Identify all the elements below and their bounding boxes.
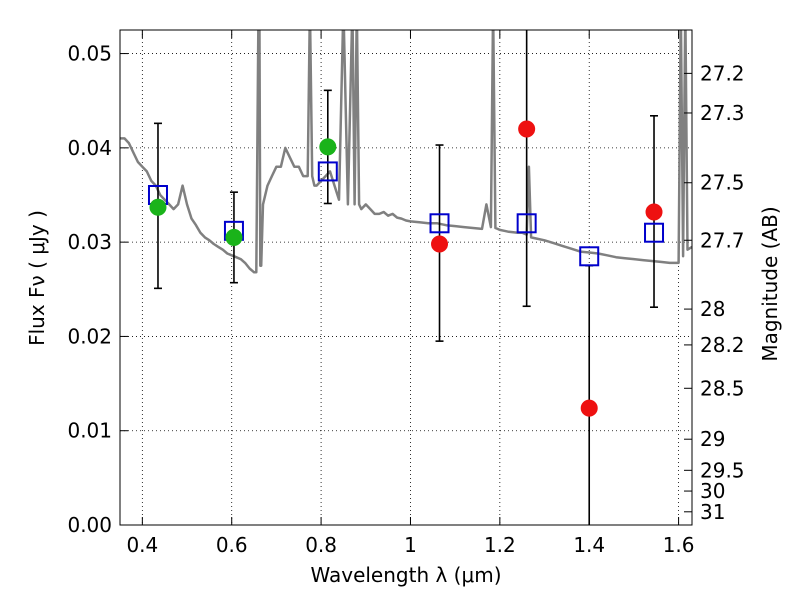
measured-point [431,235,449,253]
y2-tick-label: 29 [700,427,725,451]
measured-point [645,203,663,221]
markers [147,120,665,417]
spectrum-line [120,30,692,274]
y-tick-label: 0.01 [67,419,112,443]
x-tick-label: 1.2 [484,533,516,557]
y2-tick-label: 28 [700,297,725,321]
x-tick-label: 0.4 [126,533,158,557]
x-axis-label: Wavelength λ (μm) [310,563,501,587]
y-axis-ticks: 0.00 0.01 0.02 0.03 0.04 0.05 [67,42,128,537]
y2-tick-label: 27.2 [700,61,745,85]
y-tick-label: 0.04 [67,136,112,160]
x-tick-label: 0.8 [305,533,337,557]
y-tick-label: 0.03 [67,230,112,254]
y2-axis-label: Magnitude (AB) [758,206,782,361]
y2-tick-label: 29.5 [700,458,745,482]
model-photometry-square [579,246,600,267]
x-tick-label: 1 [404,533,417,557]
y2-tick-label: 27.5 [700,171,745,195]
measured-point [319,138,337,156]
y2-tick-label: 27.7 [700,228,745,252]
x-tick-label: 1.6 [663,533,695,557]
measured-point [580,399,598,417]
measured-point [225,228,243,246]
measured-point [518,120,536,138]
y2-tick-label: 28.5 [700,376,745,400]
x-tick-label: 1.4 [573,533,605,557]
x-tick-label: 0.6 [216,533,248,557]
model-photometry-square [429,213,450,234]
y-tick-label: 0.05 [67,42,112,66]
y2-tick-label: 31 [700,500,725,524]
plot-frame [119,29,693,526]
model-photometry-square [644,222,665,243]
model-spectrum [120,30,692,274]
model-photometry-square [317,161,338,182]
y-tick-label: 0.00 [67,513,112,537]
x-axis-ticks: 0.4 0.6 0.8 1 1.2 1.4 1.6 [126,30,695,557]
model-photometry-square [516,213,537,234]
y-axis-label: Flux Fν ( μJy ) [25,210,49,346]
y2-tick-label: 30 [700,479,725,503]
y-tick-label: 0.02 [67,324,112,348]
measured-point [149,198,167,216]
y2-tick-label: 27.3 [700,101,745,125]
y2-tick-label: 28.2 [700,333,745,357]
